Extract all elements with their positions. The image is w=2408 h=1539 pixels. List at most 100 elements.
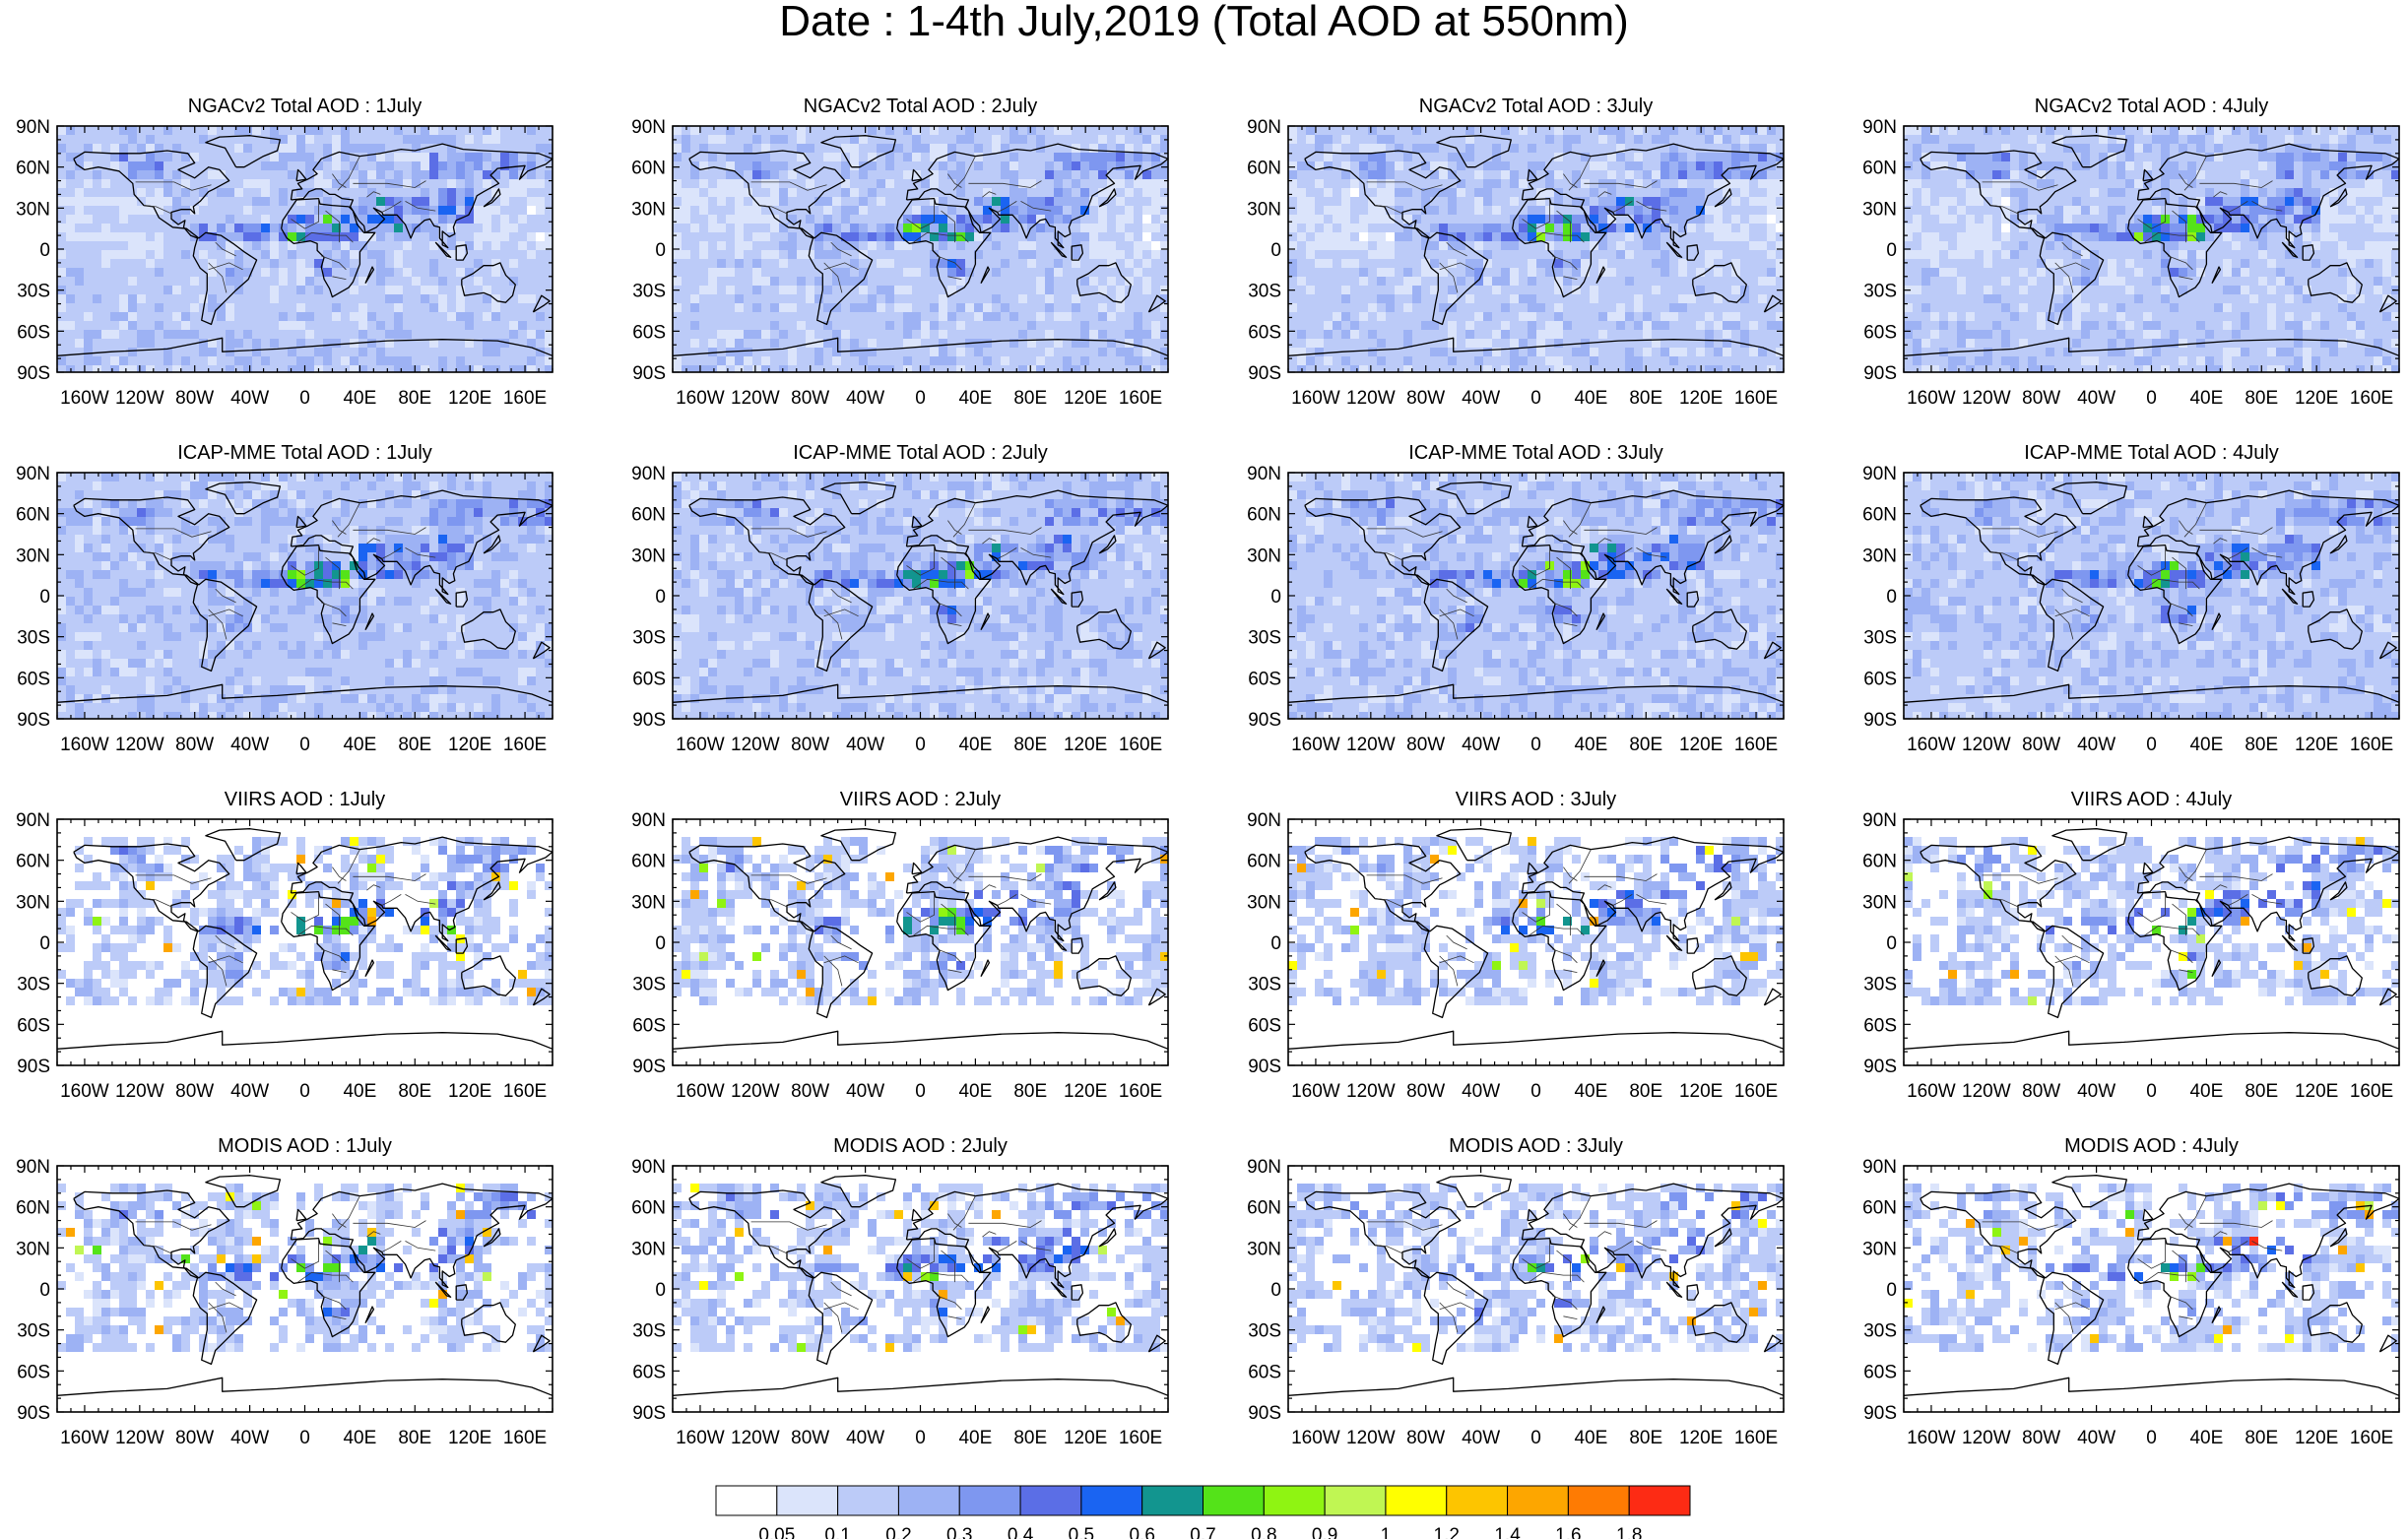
coastlines [1903,135,2400,356]
lat-tick-label: 30N [631,199,666,220]
lon-tick-label: 40W [230,735,269,755]
aod-field [673,473,1168,719]
lon-tick-label: 160E [2350,388,2393,409]
lat-tick-label: 30S [632,1321,666,1342]
country-borders [1982,156,2283,293]
map-panel-icap-mme-3: ICAP-MME Total AOD : 3July 90N 60N 30N 0 30S 6… [1247,442,1785,755]
lon-tick-label: 40W [846,735,884,755]
lon-tick-label: 40E [343,1081,376,1102]
lat-tick-label: 60S [632,322,666,343]
lon-tick-label: 80W [1406,735,1445,755]
panel-title: NGACv2 Total AOD : 3July [1419,96,1654,117]
country-borders [750,849,1052,987]
lat-tick-label: 30N [16,1239,50,1259]
lat-tick-label: 60S [1248,322,1281,343]
lon-tick-label: 40E [1574,1428,1607,1448]
lon-tick-label: 0 [1530,388,1541,409]
lon-tick-label: 120E [2295,1428,2338,1448]
aod-field [673,1184,1168,1352]
lon-tick-label: 40W [1462,735,1500,755]
map-panel-ngacv2-1: NGACv2 Total AOD : 1July 90N 60N 30N 0 30S 60S… [16,96,553,409]
country-borders [1366,502,1667,640]
lat-tick-label: 60N [16,852,50,872]
lon-tick-label: 160E [2350,1081,2393,1102]
lon-tick-label: 120W [1346,388,1396,409]
lon-tick-label: 40W [2077,735,2115,755]
lon-tick-label: 160E [1119,735,1162,755]
lon-tick-label: 40E [343,1428,376,1448]
lat-tick-label: 30S [1863,975,1897,995]
lon-tick-label: 80W [791,388,829,409]
coastlines [672,1175,1169,1396]
lon-tick-label: 40E [1574,388,1607,409]
lon-tick-label: 80E [1629,1428,1662,1448]
lat-tick-label: 60S [1863,322,1897,343]
lon-tick-label: 40W [1462,1428,1500,1448]
aod-field [1288,837,1784,1005]
map-panel-ngacv2-4: NGACv2 Total AOD : 4July 90N 60N 30N 0 30S 60S… [1862,96,2400,409]
lon-tick-label: 160E [1734,735,1778,755]
tick-marks [1903,125,2400,373]
lon-tick-label: 160W [676,1081,725,1102]
lon-tick-label: 160W [1291,1428,1340,1448]
lon-tick-label: 80W [2022,388,2060,409]
colorbar-label: 0.05 [758,1525,795,1539]
lon-tick-label: 120E [448,1081,491,1102]
lat-tick-label: 30S [17,628,50,649]
tick-marks [1287,472,1785,720]
coastlines [1287,828,1785,1050]
colorbar-swatch [715,1485,778,1516]
lon-tick-label: 40E [2189,735,2223,755]
panel-title: VIIRS AOD : 3July [1456,789,1616,810]
coastlines [1903,828,2400,1050]
lon-tick-label: 160E [2350,735,2393,755]
lat-tick-label: 30N [631,1239,666,1259]
lon-tick-label: 120E [1679,735,1723,755]
lat-tick-label: 0 [1886,587,1897,608]
lat-tick-label: 30S [17,282,50,302]
lon-tick-label: 160W [60,1081,109,1102]
lat-tick-label: 60N [631,159,666,179]
lon-tick-label: 120W [731,1428,780,1448]
colorbar-label: 1.4 [1494,1525,1521,1539]
lon-tick-label: 0 [2146,1081,2157,1102]
tick-marks [56,818,553,1066]
tick-marks [672,818,1169,1066]
lon-tick-label: 120W [731,388,780,409]
lon-tick-label: 120W [115,735,164,755]
lon-tick-label: 160E [503,1081,547,1102]
lon-tick-label: 80E [1629,388,1662,409]
lon-tick-label: 40W [230,1428,269,1448]
lon-tick-label: 120E [448,388,491,409]
lat-tick-label: 30N [1247,892,1281,913]
panel-title: VIIRS AOD : 2July [840,789,1001,810]
aod-field [1904,473,2399,719]
colorbar-swatch [1019,1485,1082,1516]
lat-tick-label: 60N [1247,159,1281,179]
lat-tick-label: 30S [1863,628,1897,649]
lat-tick-label: 30S [1863,282,1897,302]
lat-tick-label: 90S [1248,363,1281,384]
lat-tick-label: 60S [17,1362,50,1382]
coastlines [56,1175,553,1396]
lon-tick-label: 120W [1346,1081,1396,1102]
lon-tick-label: 80E [2245,1081,2278,1102]
lon-tick-label: 0 [915,388,926,409]
lat-tick-label: 90S [1863,1403,1897,1424]
map-panel-icap-mme-1: ICAP-MME Total AOD : 1July 90N 60N 30N 0 30S 6… [16,442,553,755]
lon-tick-label: 0 [299,1081,310,1102]
lat-tick-label: 90S [1248,1057,1281,1077]
lat-tick-label: 0 [1270,933,1281,954]
lon-tick-label: 40W [846,1081,884,1102]
country-borders [135,502,436,640]
lon-tick-label: 40W [2077,1428,2115,1448]
lat-tick-label: 90S [17,363,50,384]
country-borders [750,156,1052,293]
country-borders [1366,849,1667,987]
lon-tick-label: 80E [2245,388,2278,409]
lat-tick-label: 30S [17,975,50,995]
lat-tick-label: 60S [1248,669,1281,689]
colorbar-label: 0.9 [1312,1525,1337,1539]
lon-tick-label: 80E [398,388,431,409]
lon-tick-label: 40W [846,1428,884,1448]
